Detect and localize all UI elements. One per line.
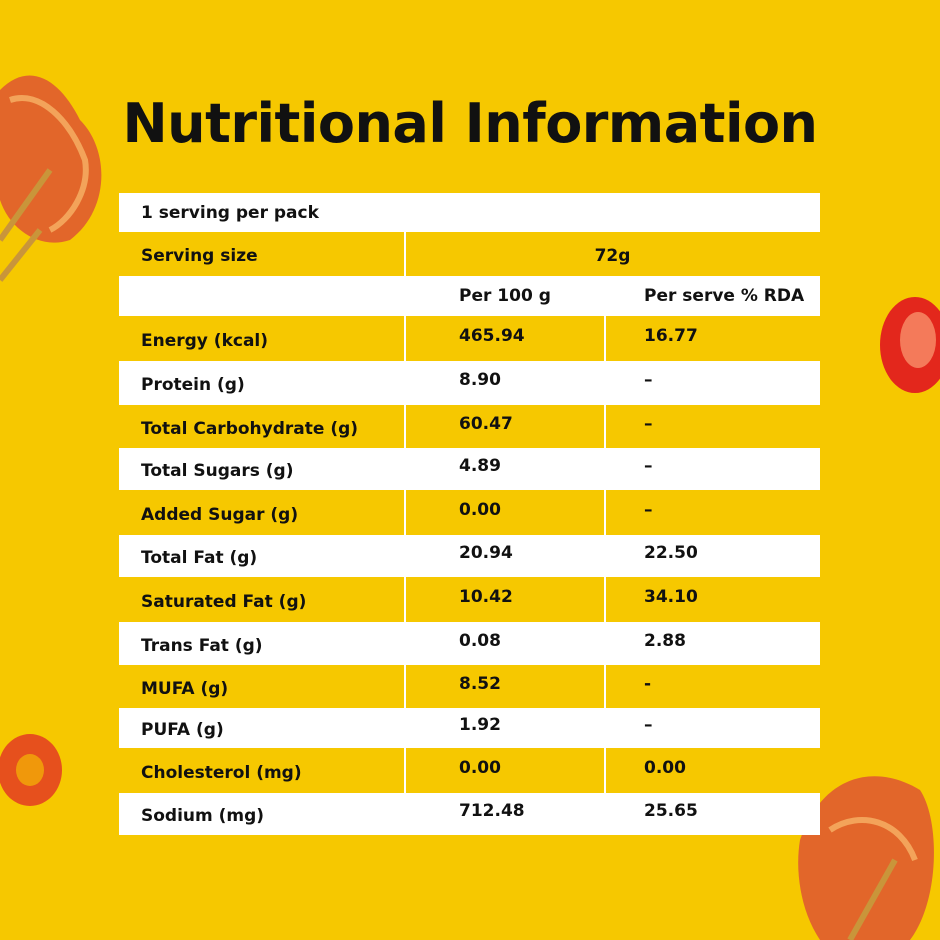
- serving-size-label: Serving size: [141, 246, 258, 266]
- column-divider: [404, 232, 406, 276]
- per-100g-value: 712.48: [459, 801, 525, 821]
- column-divider: [404, 577, 406, 622]
- rda-value: –: [644, 413, 653, 434]
- serving-note: 1 serving per pack: [141, 203, 319, 223]
- rda-value: 2.88: [644, 630, 686, 651]
- nutrient-row: Total Fat (g) 20.94 22.50: [119, 535, 820, 577]
- header-row: Per 100 g Per serve % RDA: [119, 276, 820, 316]
- rda-value: 34.10: [644, 586, 698, 607]
- per-100g-value: 0.00: [459, 499, 501, 520]
- rda-value: –: [644, 370, 653, 390]
- per-100g-value: 0.00: [459, 757, 501, 778]
- rda-value: 16.77: [644, 325, 698, 346]
- nutrient-row: Total Sugars (g) 4.89 –: [119, 448, 820, 490]
- nutrient-label: Saturated Fat (g): [141, 591, 307, 612]
- rda-value: –: [644, 456, 653, 476]
- nutrient-label: Protein (g): [141, 375, 245, 395]
- column-divider: [404, 665, 406, 708]
- header-cell: Per serve % RDA: [644, 286, 805, 306]
- nutrient-label: Cholesterol (mg): [141, 762, 302, 783]
- nutrient-label: Trans Fat (g): [141, 635, 263, 656]
- nutrient-label: Total Carbohydrate (g): [141, 418, 359, 439]
- column-divider: [604, 405, 606, 448]
- column-divider: [604, 748, 606, 793]
- rda-value: –: [644, 499, 653, 520]
- nutrient-label: Sodium (mg): [141, 806, 265, 826]
- nutrient-row: Cholesterol (mg) 0.00 0.00: [119, 748, 820, 793]
- column-divider: [604, 490, 606, 535]
- nutrient-label: Total Fat (g): [141, 548, 258, 568]
- chili-right: [880, 297, 940, 393]
- header-cell: Per 100 g: [459, 286, 551, 306]
- column-divider: [604, 577, 606, 622]
- per-100g-value: 4.89: [459, 456, 501, 476]
- nutrient-row: Total Carbohydrate (g) 60.47 –: [119, 405, 820, 448]
- per-100g-value: 20.94: [459, 543, 513, 563]
- title: Nutritional Information: [122, 92, 818, 155]
- rda-value: –: [644, 715, 653, 735]
- column-divider: [404, 316, 406, 361]
- nutrient-label: Total Sugars (g): [141, 461, 294, 481]
- nutrient-row: Protein (g) 8.90 –: [119, 361, 820, 405]
- nutrient-row: Energy (kcal) 465.94 16.77: [119, 316, 820, 361]
- nutrient-label: Energy (kcal): [141, 330, 269, 351]
- kimchi-top-left: [0, 75, 102, 282]
- per-100g-value: 0.08: [459, 630, 501, 651]
- rda-value: 25.65: [644, 801, 698, 821]
- rda-value: -: [644, 673, 652, 694]
- per-100g-value: 8.52: [459, 673, 501, 694]
- per-100g-value: 1.92: [459, 715, 501, 735]
- column-divider: [604, 665, 606, 708]
- column-divider: [404, 490, 406, 535]
- nutrient-row: Sodium (mg) 712.48 25.65: [119, 793, 820, 835]
- serving-size-row: Serving size 72g: [119, 232, 820, 276]
- serving-size-value: 72g: [594, 246, 631, 266]
- nutrient-label: PUFA (g): [141, 720, 224, 740]
- serving-note-row: 1 serving per pack: [119, 193, 820, 232]
- per-100g-value: 465.94: [459, 325, 525, 346]
- nutrient-label: Added Sugar (g): [141, 504, 299, 525]
- nutrient-row: MUFA (g) 8.52 -: [119, 665, 820, 708]
- per-100g-value: 8.90: [459, 370, 501, 390]
- rda-value: 22.50: [644, 543, 698, 563]
- nutrient-row: PUFA (g) 1.92 –: [119, 708, 820, 748]
- rda-value: 0.00: [644, 757, 686, 778]
- nutrient-label: MUFA (g): [141, 678, 229, 699]
- per-100g-value: 10.42: [459, 586, 513, 607]
- column-divider: [404, 748, 406, 793]
- kimchi-bottom-right: [798, 776, 934, 940]
- chili-left: [0, 734, 62, 806]
- per-100g-value: 60.47: [459, 413, 513, 434]
- nutrient-row: Trans Fat (g) 0.08 2.88: [119, 622, 820, 665]
- nutrient-row: Saturated Fat (g) 10.42 34.10: [119, 577, 820, 622]
- column-divider: [404, 405, 406, 448]
- column-divider: [604, 316, 606, 361]
- nutrient-row: Added Sugar (g) 0.00 –: [119, 490, 820, 535]
